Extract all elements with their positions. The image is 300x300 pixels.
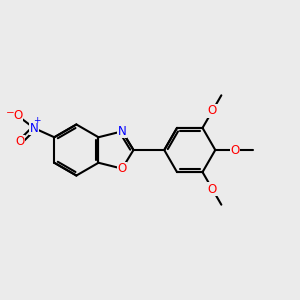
Text: −: −	[6, 108, 15, 118]
Text: O: O	[16, 135, 25, 148]
Text: O: O	[208, 183, 217, 196]
Text: O: O	[13, 109, 22, 122]
Text: N: N	[30, 122, 38, 135]
Text: O: O	[208, 104, 217, 117]
Text: O: O	[230, 143, 239, 157]
Text: N: N	[118, 125, 126, 138]
Text: +: +	[34, 116, 41, 125]
Text: O: O	[117, 162, 127, 175]
